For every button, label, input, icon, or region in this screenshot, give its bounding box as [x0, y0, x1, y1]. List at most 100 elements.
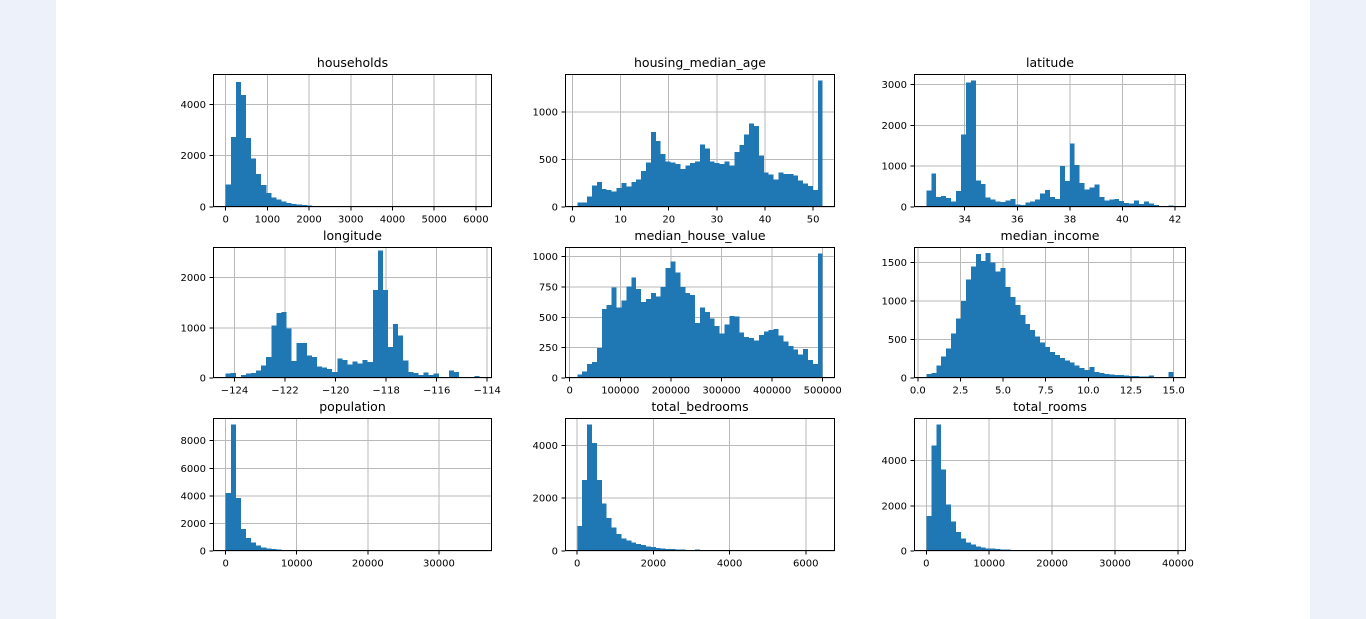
svg-text:0: 0 [200, 374, 206, 385]
svg-text:−114: −114 [473, 386, 500, 397]
svg-text:0: 0 [901, 547, 907, 558]
svg-text:2000: 2000 [641, 559, 666, 570]
svg-text:40: 40 [759, 215, 772, 226]
svg-text:15.0: 15.0 [1163, 386, 1185, 397]
svg-text:2000: 2000 [882, 121, 907, 132]
svg-text:−118: −118 [372, 386, 399, 397]
svg-text:3000: 3000 [338, 215, 363, 226]
svg-text:300000: 300000 [702, 386, 740, 397]
svg-text:20000: 20000 [1036, 559, 1068, 570]
plot-title-median-income: median_income [1000, 228, 1100, 243]
svg-text:3000: 3000 [882, 80, 907, 91]
subplot-total-rooms: total_rooms 0 10000 20000 30000 40000 0 2000 40… [866, 398, 1200, 577]
subplot-population: population 0 10000 20000 30000 0 2000 4000 6000… [165, 398, 506, 577]
svg-text:36: 36 [1011, 215, 1024, 226]
svg-text:8000: 8000 [181, 436, 206, 447]
svg-text:1000: 1000 [533, 252, 558, 263]
svg-text:6000: 6000 [463, 215, 488, 226]
svg-text:0: 0 [901, 374, 907, 385]
plot-area-population: 0 10000 20000 30000 0 2000 4000 6000 8000 [181, 418, 492, 570]
svg-text:0.0: 0.0 [910, 386, 926, 397]
plot-title-housing-median-age: housing_median_age [634, 55, 766, 70]
svg-text:10: 10 [614, 215, 627, 226]
svg-text:30000: 30000 [423, 559, 455, 570]
svg-text:0: 0 [901, 203, 907, 214]
plot-area-households: 0 1000 2000 3000 4000 5000 6000 0 2000 4000 [181, 74, 492, 226]
figure-canvas: households 0 1000 2000 3000 4000 5000 6000 0 200… [56, 0, 1310, 619]
svg-text:500: 500 [539, 155, 558, 166]
plot-area-longitude: −124 −122 −120 −118 −116 −114 0 1000 2000 [181, 247, 501, 397]
svg-text:0: 0 [552, 547, 558, 558]
svg-text:200000: 200000 [652, 386, 690, 397]
svg-text:5000: 5000 [421, 215, 446, 226]
svg-text:0: 0 [200, 203, 206, 214]
svg-text:2000: 2000 [181, 273, 206, 284]
svg-text:2000: 2000 [533, 494, 558, 505]
svg-text:1500: 1500 [882, 258, 907, 269]
svg-text:0: 0 [200, 547, 206, 558]
plot-title-latitude: latitude [1026, 55, 1074, 70]
svg-text:−116: −116 [423, 386, 450, 397]
svg-text:40000: 40000 [1162, 559, 1194, 570]
svg-text:100000: 100000 [601, 386, 639, 397]
plot-title-population: population [319, 399, 386, 414]
plot-area-median-house-value: 0 100000 200000 300000 400000 500000 0 250 500 75… [533, 247, 842, 397]
svg-text:0: 0 [552, 374, 558, 385]
svg-text:1000: 1000 [882, 162, 907, 173]
svg-text:4000: 4000 [380, 215, 405, 226]
plot-area-total-bedrooms: 0 2000 4000 6000 0 2000 4000 [533, 418, 835, 570]
svg-text:500000: 500000 [804, 386, 842, 397]
svg-text:6000: 6000 [181, 464, 206, 475]
svg-text:4000: 4000 [181, 491, 206, 502]
svg-text:1000: 1000 [255, 215, 280, 226]
svg-text:1000: 1000 [533, 108, 558, 119]
svg-text:2000: 2000 [181, 151, 206, 162]
svg-text:42: 42 [1169, 215, 1182, 226]
svg-text:4000: 4000 [181, 100, 206, 111]
plot-title-longitude: longitude [323, 228, 382, 243]
svg-text:0: 0 [552, 203, 558, 214]
svg-text:50: 50 [807, 215, 820, 226]
svg-text:750: 750 [539, 283, 558, 294]
subplot-total-bedrooms: total_bedrooms 0 2000 4000 6000 0 2000 4000 [517, 398, 849, 577]
svg-text:0: 0 [222, 559, 228, 570]
svg-text:−120: −120 [322, 386, 349, 397]
plot-area-median-income: 0.0 2.5 5.0 7.5 10.0 12.5 15.0 0 500 1000 1500 [882, 247, 1186, 397]
subplot-households: households 0 1000 2000 3000 4000 5000 6000 0 200… [165, 54, 506, 233]
svg-text:10000: 10000 [281, 559, 313, 570]
svg-text:2000: 2000 [882, 501, 907, 512]
svg-text:10.0: 10.0 [1077, 386, 1099, 397]
svg-text:0: 0 [566, 386, 572, 397]
svg-text:10000: 10000 [973, 559, 1005, 570]
svg-text:400000: 400000 [753, 386, 791, 397]
svg-text:4000: 4000 [717, 559, 742, 570]
svg-text:0: 0 [923, 559, 929, 570]
plot-area-latitude: 34 36 38 40 42 0 1000 2000 3000 [882, 74, 1186, 226]
subplot-median-income: median_income 0.0 2.5 5.0 7.5 10.0 12.5 15.0 0 5… [866, 227, 1200, 404]
svg-text:6000: 6000 [793, 559, 818, 570]
svg-text:500: 500 [888, 335, 907, 346]
svg-text:500: 500 [539, 313, 558, 324]
svg-text:4000: 4000 [533, 441, 558, 452]
svg-text:−124: −124 [221, 386, 248, 397]
svg-text:2.5: 2.5 [953, 386, 969, 397]
plot-title-median-house-value: median_house_value [634, 228, 766, 243]
subplot-housing-median-age: housing_median_age 0 10 20 30 40 50 0 500 1000 [517, 54, 849, 233]
svg-text:20000: 20000 [352, 559, 384, 570]
svg-text:1000: 1000 [181, 323, 206, 334]
svg-text:−122: −122 [271, 386, 298, 397]
plot-title-households: households [316, 55, 389, 70]
svg-text:12.5: 12.5 [1120, 386, 1142, 397]
svg-text:0: 0 [569, 215, 575, 226]
svg-text:0: 0 [222, 215, 228, 226]
svg-text:250: 250 [539, 343, 558, 354]
svg-text:0: 0 [574, 559, 580, 570]
svg-text:2000: 2000 [181, 519, 206, 530]
subplot-median-house-value: median_house_value 0 100000 200000 300000 40… [517, 227, 849, 404]
svg-text:30: 30 [710, 215, 723, 226]
subplot-latitude: latitude 34 36 38 40 42 0 1000 2000 3000 [866, 54, 1200, 233]
plot-title-total-rooms: total_rooms [1013, 399, 1087, 414]
svg-text:30000: 30000 [1099, 559, 1131, 570]
